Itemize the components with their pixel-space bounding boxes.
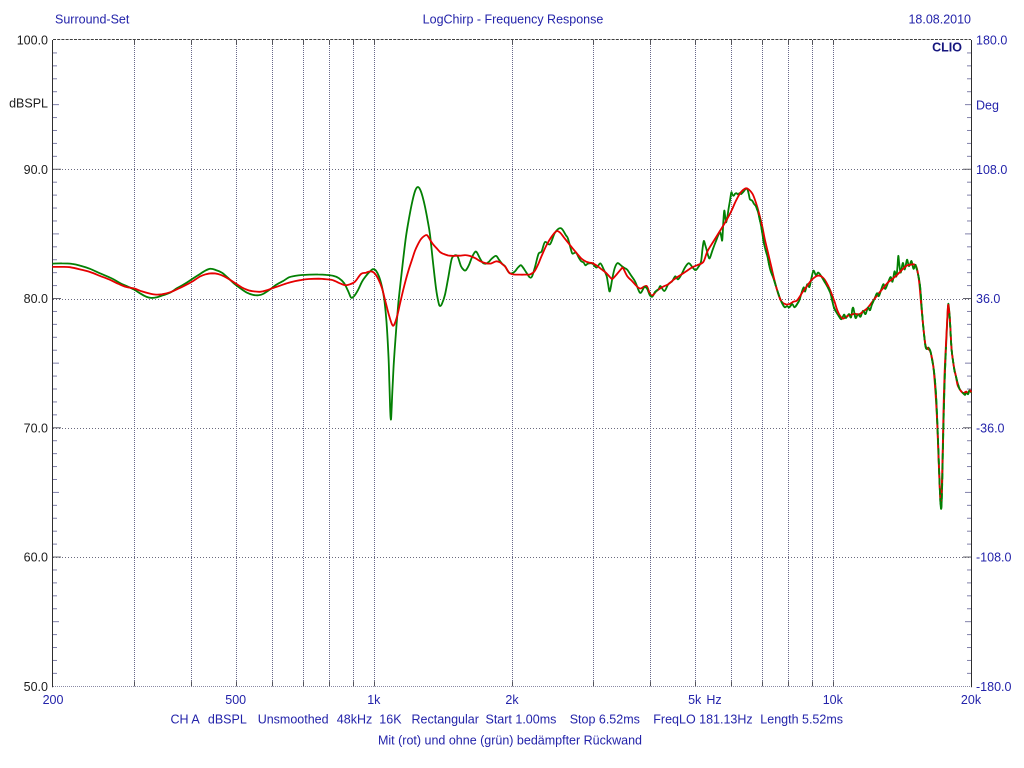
svg-text:16K: 16K — [379, 713, 402, 727]
svg-text:180.0: 180.0 — [976, 34, 1007, 48]
svg-text:dBSPL: dBSPL — [208, 713, 247, 727]
svg-text:2k: 2k — [505, 693, 519, 707]
svg-text:48kHz: 48kHz — [337, 713, 372, 727]
svg-text:CH A: CH A — [171, 713, 201, 727]
svg-text:500: 500 — [225, 693, 246, 707]
svg-text:-36.0: -36.0 — [976, 421, 1005, 435]
svg-text:Mit (rot) und ohne (grün) bedä: Mit (rot) und ohne (grün) bedämpfter Rüc… — [378, 734, 642, 748]
svg-text:108.0: 108.0 — [976, 163, 1007, 177]
svg-text:50.0: 50.0 — [24, 680, 48, 694]
svg-text:80.0: 80.0 — [24, 292, 48, 306]
svg-text:90.0: 90.0 — [24, 163, 48, 177]
svg-text:CLIO: CLIO — [932, 41, 962, 55]
svg-text:Stop 6.52ms: Stop 6.52ms — [570, 713, 640, 727]
svg-text:70.0: 70.0 — [24, 421, 48, 435]
svg-text:20k: 20k — [961, 693, 982, 707]
svg-text:10k: 10k — [823, 693, 844, 707]
svg-text:100.0: 100.0 — [17, 34, 48, 48]
svg-text:18.08.2010: 18.08.2010 — [908, 13, 971, 27]
svg-text:-108.0: -108.0 — [976, 551, 1011, 565]
svg-text:Start 1.00ms: Start 1.00ms — [486, 713, 557, 727]
svg-text:60.0: 60.0 — [24, 551, 48, 565]
svg-text:Deg: Deg — [976, 99, 999, 113]
svg-text:FreqLO 181.13Hz: FreqLO 181.13Hz — [653, 713, 752, 727]
svg-text:Unsmoothed: Unsmoothed — [258, 713, 329, 727]
svg-text:Length 5.52ms: Length 5.52ms — [760, 713, 843, 727]
svg-text:Hz: Hz — [706, 693, 721, 707]
svg-text:Surround-Set: Surround-Set — [55, 13, 130, 27]
svg-text:5k: 5k — [688, 693, 702, 707]
svg-text:Rectangular: Rectangular — [412, 713, 479, 727]
svg-text:dBSPL: dBSPL — [9, 97, 48, 111]
svg-text:LogChirp - Frequency Response: LogChirp - Frequency Response — [423, 13, 604, 27]
svg-text:36.0: 36.0 — [976, 292, 1000, 306]
svg-text:200: 200 — [43, 693, 64, 707]
svg-text:1k: 1k — [367, 693, 381, 707]
svg-text:-180.0: -180.0 — [976, 680, 1011, 694]
